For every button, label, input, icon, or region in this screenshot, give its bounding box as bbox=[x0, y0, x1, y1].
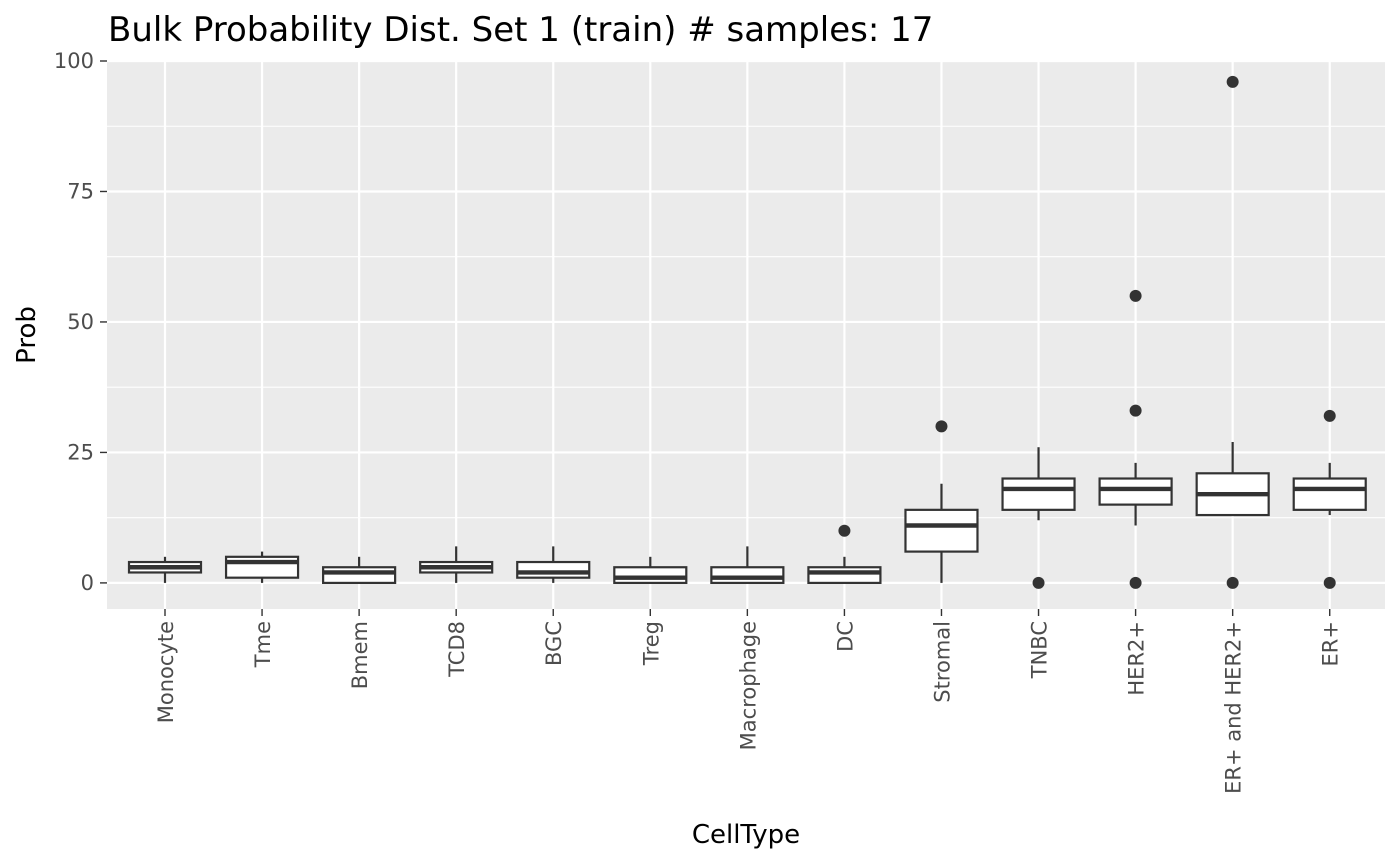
plot-panel bbox=[107, 61, 1385, 609]
x-tick-label: DC bbox=[833, 621, 857, 652]
x-tick-label: Macrophage bbox=[736, 621, 760, 750]
box-iqr bbox=[1001, 477, 1076, 511]
boxplot-tme bbox=[224, 551, 300, 583]
x-tick-label: Bmem bbox=[348, 621, 372, 689]
y-tick-label: 25 bbox=[67, 440, 94, 464]
box-iqr bbox=[516, 560, 591, 579]
box-iqr bbox=[613, 566, 688, 585]
boxplot-tnbc bbox=[1001, 447, 1076, 589]
outlier-point bbox=[1129, 289, 1142, 302]
box-iqr bbox=[710, 566, 785, 585]
boxplot-stromal bbox=[904, 420, 979, 583]
boxplot-her2- bbox=[1098, 289, 1173, 589]
x-tick-label: ER+ bbox=[1319, 621, 1343, 666]
outlier-point bbox=[935, 420, 948, 433]
x-tick-label: TCD8 bbox=[445, 621, 469, 678]
boxplots bbox=[127, 75, 1367, 589]
box-iqr bbox=[322, 566, 397, 585]
x-tick-label: Stromal bbox=[930, 621, 954, 703]
x-tick-label: Treg bbox=[639, 621, 663, 666]
axes: 0 25 50 75 100 Monocyte Tme Bmem TCD8 BGC Treg Macr… bbox=[54, 49, 1343, 794]
x-tick-label: Tme bbox=[251, 621, 275, 668]
outlier-point bbox=[1032, 576, 1045, 589]
y-tick-label: 100 bbox=[54, 49, 94, 73]
boxplot-macrophage bbox=[710, 546, 785, 585]
box-iqr bbox=[904, 508, 979, 553]
boxplot-tcd8 bbox=[419, 546, 494, 583]
boxplot-dc bbox=[807, 524, 882, 585]
box-iqr bbox=[807, 566, 882, 585]
y-tick-label: 50 bbox=[67, 310, 94, 334]
x-tick-label: TNBC bbox=[1028, 621, 1052, 679]
box-iqr bbox=[1292, 477, 1367, 511]
grid-lines bbox=[107, 59, 1385, 609]
outlier-point bbox=[1129, 404, 1142, 417]
boxplot-monocyte bbox=[127, 556, 203, 583]
boxplot-bmem bbox=[322, 556, 397, 585]
y-axis-title: Prob bbox=[12, 306, 42, 364]
outlier-point bbox=[1226, 576, 1239, 589]
boxplot-bgc bbox=[516, 546, 591, 583]
x-tick-label: ER+ and HER2+ bbox=[1222, 621, 1246, 794]
x-tick-label: HER2+ bbox=[1125, 621, 1149, 696]
x-tick-label: BGC bbox=[542, 621, 566, 666]
y-tick-label: 0 bbox=[81, 571, 94, 595]
x-tick-label: Monocyte bbox=[154, 621, 178, 723]
outlier-point bbox=[1323, 576, 1336, 589]
chart-title: Bulk Probability Dist. Set 1 (train) # s… bbox=[108, 10, 933, 50]
boxplot-treg bbox=[613, 556, 688, 585]
outlier-point bbox=[838, 524, 851, 537]
boxplot-er-and-her2- bbox=[1195, 75, 1270, 589]
outlier-point bbox=[1323, 409, 1336, 422]
x-axis-title: CellType bbox=[692, 820, 800, 850]
outlier-point bbox=[1226, 75, 1239, 88]
y-tick-label: 75 bbox=[67, 179, 94, 203]
boxplot-er- bbox=[1292, 409, 1367, 589]
outlier-point bbox=[1129, 576, 1142, 589]
box-iqr bbox=[1098, 477, 1173, 506]
